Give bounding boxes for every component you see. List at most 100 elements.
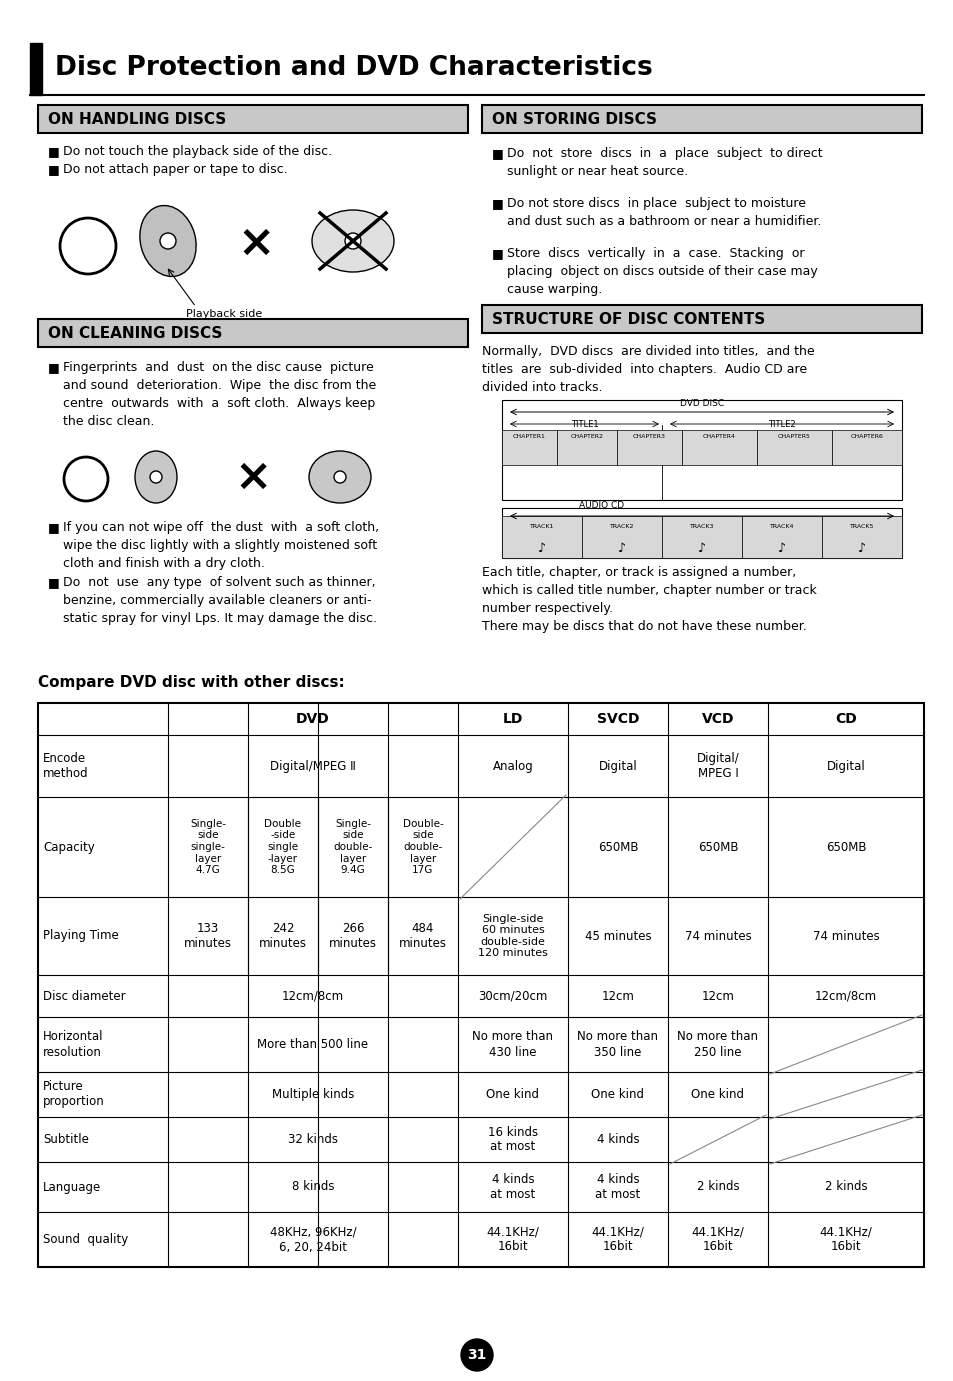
Text: 12cm/8cm: 12cm/8cm <box>814 990 876 1003</box>
Text: Capacity: Capacity <box>43 841 94 853</box>
Text: 44.1KHz/
16bit: 44.1KHz/ 16bit <box>486 1225 538 1254</box>
Text: Encode
method: Encode method <box>43 753 89 780</box>
Circle shape <box>160 233 175 249</box>
Text: One kind: One kind <box>591 1088 644 1101</box>
Text: ■: ■ <box>492 146 503 160</box>
Text: Single-
side
single-
layer
4.7G: Single- side single- layer 4.7G <box>190 819 226 876</box>
Text: Do  not  use  any type  of solvent such as thinner,
benzine, commercially availa: Do not use any type of solvent such as t… <box>63 576 376 626</box>
Text: Playback side: Playback side <box>186 309 262 319</box>
Text: AUDIO CD: AUDIO CD <box>578 501 624 510</box>
Bar <box>581 516 661 558</box>
Bar <box>501 516 581 558</box>
Text: Normally,  DVD discs  are divided into titles,  and the
titles  are  sub-divided: Normally, DVD discs are divided into tit… <box>481 345 814 394</box>
Text: One kind: One kind <box>486 1088 539 1101</box>
Text: Language: Language <box>43 1181 101 1193</box>
Text: 45 minutes: 45 minutes <box>584 929 651 942</box>
Bar <box>617 429 681 465</box>
Bar <box>38 319 468 347</box>
Text: 650MB: 650MB <box>697 841 738 853</box>
Text: CHAPTER3: CHAPTER3 <box>633 434 665 439</box>
Text: STRUCTURE OF DISC CONTENTS: STRUCTURE OF DISC CONTENTS <box>492 312 764 326</box>
Text: Digital: Digital <box>825 760 864 772</box>
Text: 2 kinds: 2 kinds <box>696 1181 739 1193</box>
Text: 4 kinds
at most: 4 kinds at most <box>490 1172 535 1201</box>
Text: Disc diameter: Disc diameter <box>43 990 126 1003</box>
Text: More than 500 line: More than 500 line <box>257 1039 368 1051</box>
Text: Double
-side
single
-layer
8.5G: Double -side single -layer 8.5G <box>264 819 301 876</box>
Text: LD: LD <box>502 713 522 726</box>
Circle shape <box>334 471 346 483</box>
Text: No more than
430 line: No more than 430 line <box>472 1030 553 1058</box>
Ellipse shape <box>140 206 196 276</box>
Text: 2 kinds: 2 kinds <box>823 1181 866 1193</box>
Text: Picture
proportion: Picture proportion <box>43 1080 105 1109</box>
Text: ■: ■ <box>48 163 60 175</box>
Text: No more than
250 line: No more than 250 line <box>677 1030 758 1058</box>
Text: 8 kinds: 8 kinds <box>292 1181 334 1193</box>
Text: DVD: DVD <box>295 713 330 726</box>
Text: ♪: ♪ <box>537 541 545 555</box>
Text: Digital/MPEG Ⅱ: Digital/MPEG Ⅱ <box>270 760 355 772</box>
Text: 650MB: 650MB <box>825 841 865 853</box>
Text: Do not store discs  in place  subject to moisture
and dust such as a bathroom or: Do not store discs in place subject to m… <box>506 197 821 228</box>
Text: No more than
350 line: No more than 350 line <box>577 1030 658 1058</box>
Text: 30cm/20cm: 30cm/20cm <box>477 990 547 1003</box>
Text: Digital/
MPEG I: Digital/ MPEG I <box>696 753 739 780</box>
Text: ♪: ♪ <box>618 541 625 555</box>
Bar <box>821 516 901 558</box>
Text: One kind: One kind <box>691 1088 743 1101</box>
Text: 133
minutes: 133 minutes <box>184 923 232 950</box>
Text: Compare DVD disc with other discs:: Compare DVD disc with other discs: <box>38 675 344 690</box>
Text: ■: ■ <box>48 521 60 534</box>
Text: 4 kinds: 4 kinds <box>596 1132 639 1146</box>
Bar <box>501 508 901 558</box>
Text: CD: CD <box>834 713 856 726</box>
Text: 44.1KHz/
16bit: 44.1KHz/ 16bit <box>691 1225 743 1254</box>
Text: Sound  quality: Sound quality <box>43 1233 128 1246</box>
Bar <box>661 516 741 558</box>
Text: 12cm: 12cm <box>601 990 634 1003</box>
Text: ♪: ♪ <box>857 541 865 555</box>
Text: CHAPTER5: CHAPTER5 <box>778 434 810 439</box>
Text: Analog: Analog <box>492 760 533 772</box>
Text: Single-side
60 minutes
double-side
120 minutes: Single-side 60 minutes double-side 120 m… <box>477 914 547 958</box>
Bar <box>741 516 821 558</box>
Text: CHAPTER6: CHAPTER6 <box>850 434 882 439</box>
Bar <box>757 429 831 465</box>
Ellipse shape <box>135 452 177 503</box>
Text: CHAPTER4: CHAPTER4 <box>702 434 735 439</box>
Text: DVD DISC: DVD DISC <box>679 399 723 407</box>
Text: 44.1KHz/
16bit: 44.1KHz/ 16bit <box>819 1225 872 1254</box>
Text: Disc Protection and DVD Characteristics: Disc Protection and DVD Characteristics <box>55 55 652 81</box>
Text: 74 minutes: 74 minutes <box>684 929 751 942</box>
Text: VCD: VCD <box>701 713 734 726</box>
Bar <box>30 43 42 95</box>
Text: Horizontal
resolution: Horizontal resolution <box>43 1030 103 1058</box>
Text: Each title, chapter, or track is assigned a number,
which is called title number: Each title, chapter, or track is assigne… <box>481 566 816 632</box>
Text: CHAPTER2: CHAPTER2 <box>570 434 603 439</box>
Bar <box>481 105 921 133</box>
Text: TRACK3: TRACK3 <box>689 523 714 529</box>
Bar <box>38 105 468 133</box>
Text: ■: ■ <box>48 145 60 157</box>
Text: 44.1KHz/
16bit: 44.1KHz/ 16bit <box>591 1225 644 1254</box>
Text: ON CLEANING DISCS: ON CLEANING DISCS <box>48 326 222 341</box>
Text: TITLE2: TITLE2 <box>767 420 795 429</box>
Text: Digital: Digital <box>598 760 637 772</box>
Text: 484
minutes: 484 minutes <box>398 923 447 950</box>
Text: TRACK5: TRACK5 <box>849 523 873 529</box>
Text: 12cm: 12cm <box>700 990 734 1003</box>
Text: TRACK1: TRACK1 <box>529 523 554 529</box>
Text: 650MB: 650MB <box>598 841 638 853</box>
Text: 4 kinds
at most: 4 kinds at most <box>595 1172 640 1201</box>
Text: ON HANDLING DISCS: ON HANDLING DISCS <box>48 112 226 127</box>
Text: Fingerprints  and  dust  on the disc cause  picture
and sound  deterioration.  W: Fingerprints and dust on the disc cause … <box>63 360 375 428</box>
Circle shape <box>150 471 162 483</box>
Text: ■: ■ <box>492 247 503 260</box>
Bar <box>557 429 617 465</box>
Text: CHAPTER1: CHAPTER1 <box>513 434 545 439</box>
Text: Playing Time: Playing Time <box>43 929 118 942</box>
Text: SVCD: SVCD <box>597 713 639 726</box>
Text: ON STORING DISCS: ON STORING DISCS <box>492 112 657 127</box>
Text: Double-
side
double-
layer
17G: Double- side double- layer 17G <box>402 819 443 876</box>
